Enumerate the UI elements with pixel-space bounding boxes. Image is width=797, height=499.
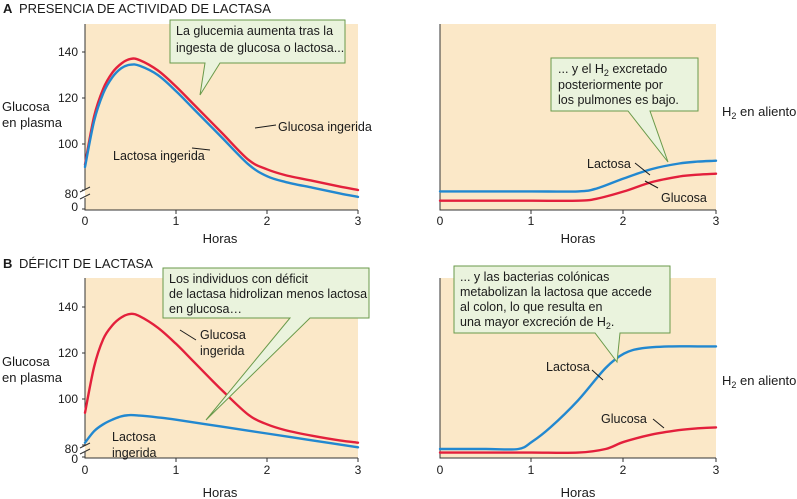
tick-label: 2 [264,463,271,477]
tick-label: 100 [58,392,78,406]
series-b-breath-glucosa [438,426,718,455]
curve-label-lactosa: Lactosa [587,157,631,171]
callout-b-left: Los individuos con déficit de lactasa hi… [162,267,370,421]
tick-label: 80 [65,187,79,201]
series-b-breath-lactosa [438,345,718,451]
tick-label: 0 [82,463,89,477]
section-b-title: DÉFICIT DE LACTASA [19,256,153,271]
callout-a-left: La glucemia aumenta tras la ingesta de g… [169,19,346,96]
x-axis-label: Horas [203,231,238,246]
panel-a-breath-bg [440,24,716,210]
leader-a-breath-glucosa [644,180,659,189]
tick-label: 140 [58,300,78,314]
series-a-breath-glucosa [438,172,718,203]
x-axis-label: Horas [203,485,238,499]
curve-label-glucosa: Glucosa [661,191,707,205]
tick-label: 1 [528,214,535,228]
tick-label: 3 [713,463,720,477]
tick-label: 0 [437,463,444,477]
callout-text: metabolizan la lactosa que accede [460,285,652,299]
tick-label: 0 [71,200,78,214]
tick-label: 1 [173,214,180,228]
tick-label: 140 [58,45,78,59]
tick-label: 2 [620,463,627,477]
series-b-plasma-lactosa [83,413,360,449]
section-b-letter: B [3,256,12,271]
series-b-plasma-glucosa [83,312,360,444]
callout-text: una mayor excreción de H2. [460,315,614,331]
y-axis-label-h2: H2 en aliento [722,373,796,390]
tick-label: 2 [620,214,627,228]
tick-label: 0 [71,452,78,466]
leader-b-glucosa [179,329,197,341]
y-axis-label-h2: H2 en aliento [722,104,796,121]
callout-text: al colon, lo que resulta en [460,300,603,314]
tick-label: 120 [58,91,78,105]
axes-a-breath [439,24,716,211]
tick-label: 2 [264,214,271,228]
tick-label: 0 [82,214,89,228]
curve-label-lactosa: Lactosa [546,360,590,374]
series-a-breath-lactosa [438,159,718,193]
series-a-plasma-glucosa [83,57,360,192]
curve-label-lactosa-ingerida: Lactosa ingerida [113,149,205,163]
leader-a-breath-lactosa [634,162,651,176]
callout-text: ... y las bacterias colónicas [460,270,609,284]
callout-b-right: ... y las bacterias colónicas metaboliza… [453,265,671,364]
callout-text: de lactasa hidrolizan menos lactosa [169,287,367,301]
tick-label: 80 [65,442,79,456]
y-axis-label-plasma: en plasma [2,115,63,130]
leader-a-lactosa [191,147,211,151]
curve-label-lactosa-ingerida-line2: ingerida [112,446,157,460]
y-axis-label-plasma: Glucosa [2,354,50,369]
tick-label: 3 [713,214,720,228]
x-axis-label: Horas [561,231,596,246]
leader-b-breath-glucosa [652,418,665,429]
x-axis-label: Horas [561,485,596,499]
leader-a-glucosa [254,124,277,129]
curve-label-glucosa-ingerida-line2: ingerida [200,344,245,358]
curve-label-glucosa-ingerida: Glucosa ingerida [278,120,372,134]
callout-text: en glucosa… [169,302,242,316]
tick-label: 1 [173,463,180,477]
curve-label-glucosa: Glucosa [601,412,647,426]
callout-text: posteriormente por [558,78,663,92]
tick-label: 0 [437,214,444,228]
leader-b-breath-lactosa [591,369,604,381]
y-axis-label-plasma: en plasma [2,370,63,385]
callout-text: Los individuos con déficit [169,272,308,286]
callout-text: ... y el H2 excretado [558,62,667,78]
curve-label-glucosa-ingerida-line1: Glucosa [200,328,246,342]
tick-label: 1 [528,463,535,477]
tick-marks [82,51,717,462]
section-a-letter: A [3,1,13,16]
callout-text: La glucemia aumenta tras la [176,24,333,38]
callout-a-right: ... y el H2 excretado posteriormente por… [550,57,699,163]
tick-label: 120 [58,346,78,360]
tick-label: 100 [58,137,78,151]
y-axis-label-plasma: Glucosa [2,99,50,114]
tick-label: 3 [355,214,362,228]
series-a-plasma-lactosa [83,63,360,199]
tick-label: 3 [355,463,362,477]
axes-b-breath [439,278,716,459]
section-a-title: PRESENCIA DE ACTIVIDAD DE LACTASA [19,1,271,16]
callout-text: ingesta de glucosa o lactosa... [176,41,344,55]
curve-label-lactosa-ingerida-line1: Lactosa [112,430,156,444]
callout-text: los pulmones es bajo. [558,93,679,107]
